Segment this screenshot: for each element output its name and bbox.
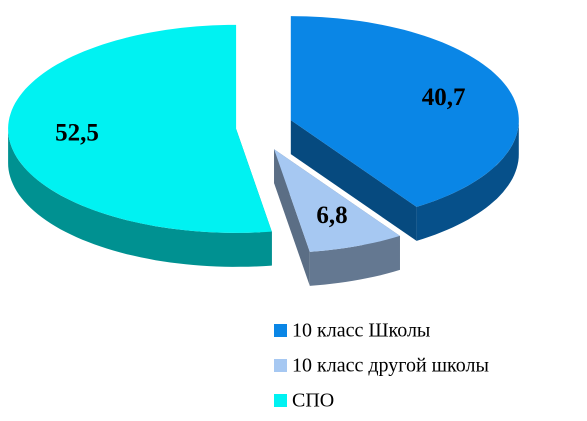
legend-label: СПО: [292, 390, 334, 412]
legend-label: 10 класс Школы: [292, 320, 430, 342]
slice: [8, 24, 272, 233]
legend-swatch: [274, 324, 287, 337]
legend-swatch: [274, 359, 287, 372]
slice: [290, 16, 519, 207]
legend-swatch: [274, 394, 287, 407]
slice-wall: [290, 120, 417, 241]
data-label: 40,7: [422, 84, 466, 111]
legend-label: 10 класс другой школы: [292, 355, 489, 377]
slice-wall: [274, 149, 310, 286]
slice-side: [309, 235, 400, 286]
data-label: 6,8: [316, 202, 347, 229]
slice: [274, 149, 400, 252]
data-label: 52,5: [55, 119, 99, 146]
slice-side: [416, 120, 519, 241]
slice-side: [8, 128, 272, 267]
